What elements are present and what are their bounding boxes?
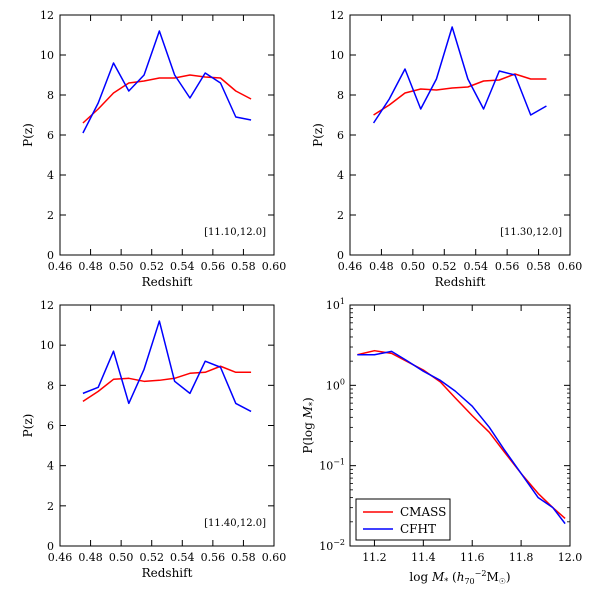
x-axis-label: Redshift	[435, 275, 486, 289]
chart-panel-3: 0 2 4 6 8 10 12 0.46 0.48 0.50 0.52 0.54 0.56 0.58 0.6…	[21, 299, 286, 580]
x-tick-label: 0.46	[48, 551, 73, 564]
y-tick-label: 6	[47, 420, 54, 433]
chart-panel-4: 10−2 10−1 100 101 11.2 11.4 11.6 11.8 12.0 log M*…	[301, 297, 582, 586]
y-tick-label: 2	[47, 500, 54, 513]
y-tick-label: 4	[47, 169, 54, 182]
x-tick-label: 0.48	[78, 260, 103, 273]
legend-label-cfht: CFHT	[400, 522, 436, 536]
bin-range-annotation: [11.40,12.0]	[204, 518, 266, 529]
y-tick-label: 4	[47, 460, 54, 473]
x-axis-label: Redshift	[142, 275, 193, 289]
x-tick-label: 0.54	[463, 260, 488, 273]
plot-frame	[59, 14, 275, 256]
y-tick-label: 2	[47, 209, 54, 222]
legend: CMASS CFHT	[355, 498, 451, 541]
y-tick-label: 100	[326, 377, 345, 392]
plot-frame	[349, 14, 571, 256]
chart-panel-2: 0 2 4 6 8 10 12 0.46 0.48 0.50 0.52 0.54 0.56 0.58 0.6…	[311, 9, 582, 289]
y-tick-label: 10	[330, 49, 344, 62]
y-tick-label: 6	[337, 129, 344, 142]
x-tick-label: 11.4	[411, 551, 436, 564]
x-tick-label: 0.58	[231, 551, 256, 564]
x-tick-label: 0.52	[139, 551, 164, 564]
y-tick-label: 2	[337, 209, 344, 222]
y-tick-label: 12	[330, 9, 344, 22]
y-tick-label: 10−1	[319, 458, 345, 473]
x-tick-label: 0.54	[170, 260, 195, 273]
y-tick-label: 0	[337, 249, 344, 262]
x-tick-label: 0.56	[201, 260, 226, 273]
x-tick-label: 0.48	[369, 260, 394, 273]
x-tick-label: 0.58	[231, 260, 256, 273]
series-line-cfht	[357, 350, 566, 525]
x-tick-label: 0.60	[262, 260, 287, 273]
y-tick-label: 6	[47, 129, 54, 142]
x-tick-label: 12.0	[558, 551, 583, 564]
series-line-blue	[372, 26, 547, 124]
y-tick-label: 8	[47, 89, 54, 102]
y-tick-label: 0	[47, 249, 54, 262]
y-axis-label: P(z)	[21, 414, 35, 438]
x-tick-label: 0.50	[109, 260, 134, 273]
x-tick-label: 0.60	[262, 551, 287, 564]
plot-frame	[59, 304, 275, 547]
x-tick-label: 0.58	[526, 260, 551, 273]
x-axis-label: log M* (h70−2M☉)	[409, 569, 510, 586]
legend-box	[355, 498, 451, 541]
series-line-blue	[82, 320, 252, 413]
x-tick-label: 0.50	[109, 551, 134, 564]
y-axis-label: P(log M*)	[301, 397, 317, 453]
x-tick-label: 0.46	[338, 260, 363, 273]
x-tick-label: 0.52	[432, 260, 457, 273]
y-tick-label: 4	[337, 169, 344, 182]
plot-frame	[349, 304, 571, 547]
x-tick-label: 0.54	[170, 551, 195, 564]
x-tick-label: 0.46	[48, 260, 73, 273]
y-tick-label: 10	[40, 339, 54, 352]
series-line-red	[82, 365, 252, 403]
legend-label-cmass: CMASS	[400, 505, 446, 519]
y-axis-label: P(z)	[21, 123, 35, 147]
series-line-red	[373, 73, 547, 116]
y-tick-label: 12	[40, 299, 54, 312]
x-tick-label: 0.60	[558, 260, 583, 273]
x-tick-label: 11.2	[362, 551, 387, 564]
y-tick-label: 101	[326, 297, 345, 312]
x-tick-label: 0.56	[201, 551, 226, 564]
x-tick-label: 11.6	[460, 551, 485, 564]
x-tick-label: 0.52	[139, 260, 164, 273]
y-tick-label: 10	[40, 49, 54, 62]
series-line-red	[82, 74, 252, 124]
y-tick-label: 8	[337, 89, 344, 102]
y-tick-label: 10−2	[319, 538, 345, 553]
x-tick-label: 0.50	[401, 260, 426, 273]
series-line-blue	[82, 30, 252, 134]
bin-range-annotation: [11.30,12.0]	[500, 227, 562, 238]
y-tick-label: 0	[47, 540, 54, 553]
y-axis-label: P(z)	[311, 123, 325, 147]
y-tick-label: 8	[47, 379, 54, 392]
y-tick-label: 12	[40, 9, 54, 22]
chart-panel-1: 0 2 4 6 8 10 12 0.46 0.48 0.50 0.52 0.54 0.56 0.58 0.6…	[21, 9, 286, 289]
x-axis-label: Redshift	[142, 566, 193, 580]
x-tick-label: 0.48	[78, 551, 103, 564]
series-line-cmass	[357, 349, 566, 520]
bin-range-annotation: [11.10,12.0]	[204, 227, 266, 238]
x-tick-label: 11.8	[509, 551, 534, 564]
x-tick-label: 0.56	[495, 260, 520, 273]
